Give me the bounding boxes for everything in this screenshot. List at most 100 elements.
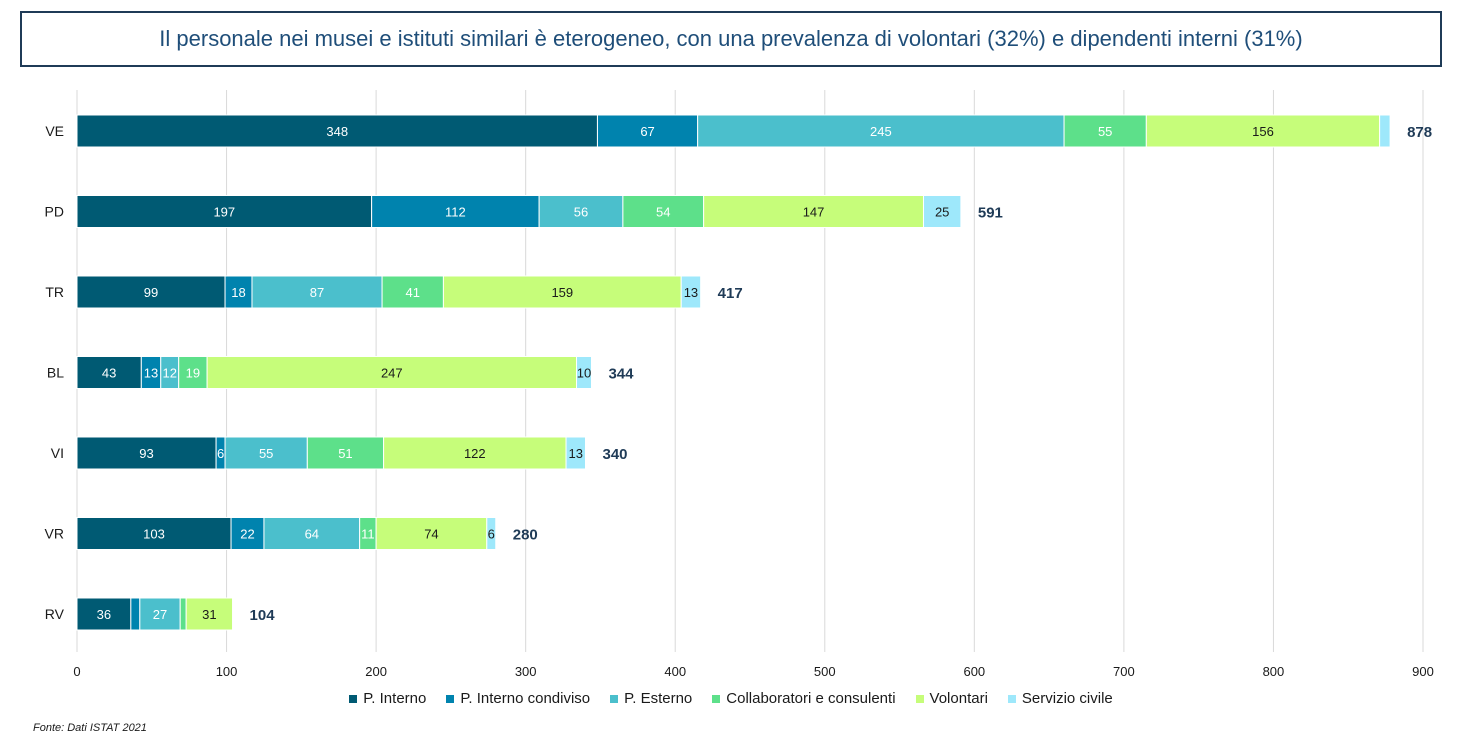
category-label: TR	[45, 284, 64, 300]
segment-label: 159	[551, 285, 573, 300]
legend-label: P. Interno	[363, 690, 427, 707]
bar-segment	[371, 195, 540, 228]
total-label: 591	[978, 205, 1003, 222]
bar-segment	[596, 114, 699, 148]
segment-label: 10	[577, 366, 591, 381]
bar-segment	[1379, 114, 1391, 148]
chart-title-box: Il personale nei musei e istituti simila…	[20, 11, 1442, 67]
bar-segment	[565, 436, 586, 470]
bar-segment	[381, 275, 444, 309]
bar-segment	[622, 195, 705, 228]
bar-segment	[922, 195, 962, 228]
segment-label: 56	[574, 205, 588, 220]
category-label: RV	[45, 606, 65, 622]
x-tick-label: 600	[963, 664, 985, 679]
legend-swatch	[349, 694, 358, 703]
bar-segment	[76, 517, 232, 550]
legend-label: P. Esterno	[624, 690, 693, 707]
legend-item: P. Interno condiviso	[446, 690, 590, 707]
legend-label: Volontari	[929, 690, 988, 707]
segment-label: 36	[97, 607, 111, 622]
bar-segment	[263, 517, 361, 550]
segment-label: 51	[338, 446, 352, 461]
bar-segment	[251, 275, 383, 309]
legend-swatch	[915, 694, 924, 703]
segment-label: 13	[144, 366, 158, 381]
x-tick-label: 200	[365, 664, 387, 679]
segment-label: 11	[361, 527, 375, 542]
legend-item: Servizio civile	[1007, 690, 1113, 707]
bar-segment	[224, 436, 308, 470]
segment-label: 156	[1252, 124, 1274, 139]
category-label: VE	[45, 123, 64, 139]
segment-label: 13	[684, 285, 698, 300]
segment-label: 41	[406, 285, 420, 300]
segment-label: 27	[153, 607, 167, 622]
segment-label: 13	[569, 446, 583, 461]
segment-label: 19	[186, 366, 200, 381]
segment-label: 247	[381, 366, 403, 381]
legend-label: Servizio civile	[1021, 690, 1113, 707]
legend-swatch	[446, 694, 455, 703]
total-label: 878	[1407, 124, 1432, 141]
segment-label: 54	[656, 205, 670, 220]
bar-segment	[486, 517, 497, 550]
bar-segment	[538, 195, 624, 228]
legend-item: Volontari	[915, 690, 988, 707]
segment-label: 22	[240, 527, 254, 542]
bar-segment	[76, 597, 132, 631]
bar-segment	[179, 597, 187, 631]
bar-segment	[76, 436, 217, 470]
x-tick-label: 700	[1113, 664, 1135, 679]
bar-segment	[442, 275, 682, 309]
category-label: PD	[45, 204, 64, 220]
bar-segment	[576, 356, 592, 389]
bar-segment	[76, 275, 226, 309]
x-tick-label: 900	[1412, 664, 1434, 679]
segment-label: 99	[144, 285, 158, 300]
segment-label: 87	[310, 285, 324, 300]
legend-swatch	[1007, 694, 1016, 703]
segment-label: 12	[162, 366, 176, 381]
segment-label: 25	[935, 205, 949, 220]
segment-label: 74	[424, 527, 438, 542]
bar-segment	[1063, 114, 1147, 148]
source-note: Fonte: Dati ISTAT 2021	[33, 722, 147, 734]
legend-label: P. Interno condiviso	[460, 690, 591, 707]
segment-label: 55	[259, 446, 273, 461]
bar-segment	[130, 597, 141, 631]
segment-label: 103	[143, 527, 165, 542]
segment-label: 197	[213, 205, 235, 220]
category-label: VI	[51, 445, 64, 461]
bar-segment	[680, 275, 702, 309]
category-label: BL	[47, 365, 64, 381]
segment-label: 93	[139, 446, 153, 461]
bar-segment	[76, 195, 373, 228]
segment-label: 147	[803, 205, 825, 220]
stacked-bar-chart: 0 100 200 300 400 500 600 700 800 900 VE 348 67 245 55…	[45, 90, 1434, 679]
total-label: 417	[718, 285, 743, 302]
segment-label: 67	[640, 124, 654, 139]
x-tick-label: 300	[515, 664, 537, 679]
segment-label: 6	[217, 446, 224, 461]
segment-label: 245	[870, 124, 892, 139]
segment-label: 6	[488, 527, 495, 542]
bar-segment	[1145, 114, 1381, 148]
legend-swatch	[712, 694, 721, 703]
segment-label: 43	[102, 366, 116, 381]
x-tick-label: 400	[664, 664, 686, 679]
legend-swatch	[610, 694, 619, 703]
legend-item: P. Interno	[349, 690, 426, 707]
legend-item: P. Esterno	[610, 690, 692, 707]
segment-label: 18	[231, 285, 245, 300]
bar-segment	[703, 195, 924, 228]
bar-segment	[697, 114, 1065, 148]
segment-label: 31	[202, 607, 216, 622]
x-tick-label: 0	[73, 664, 80, 679]
category-label: VR	[45, 526, 64, 542]
bar-segment	[206, 356, 578, 389]
bar-segment	[224, 275, 253, 309]
chart-title: Il personale nei musei e istituti simila…	[159, 26, 1303, 51]
segment-label: 348	[326, 124, 348, 139]
bar-segment	[375, 517, 488, 550]
